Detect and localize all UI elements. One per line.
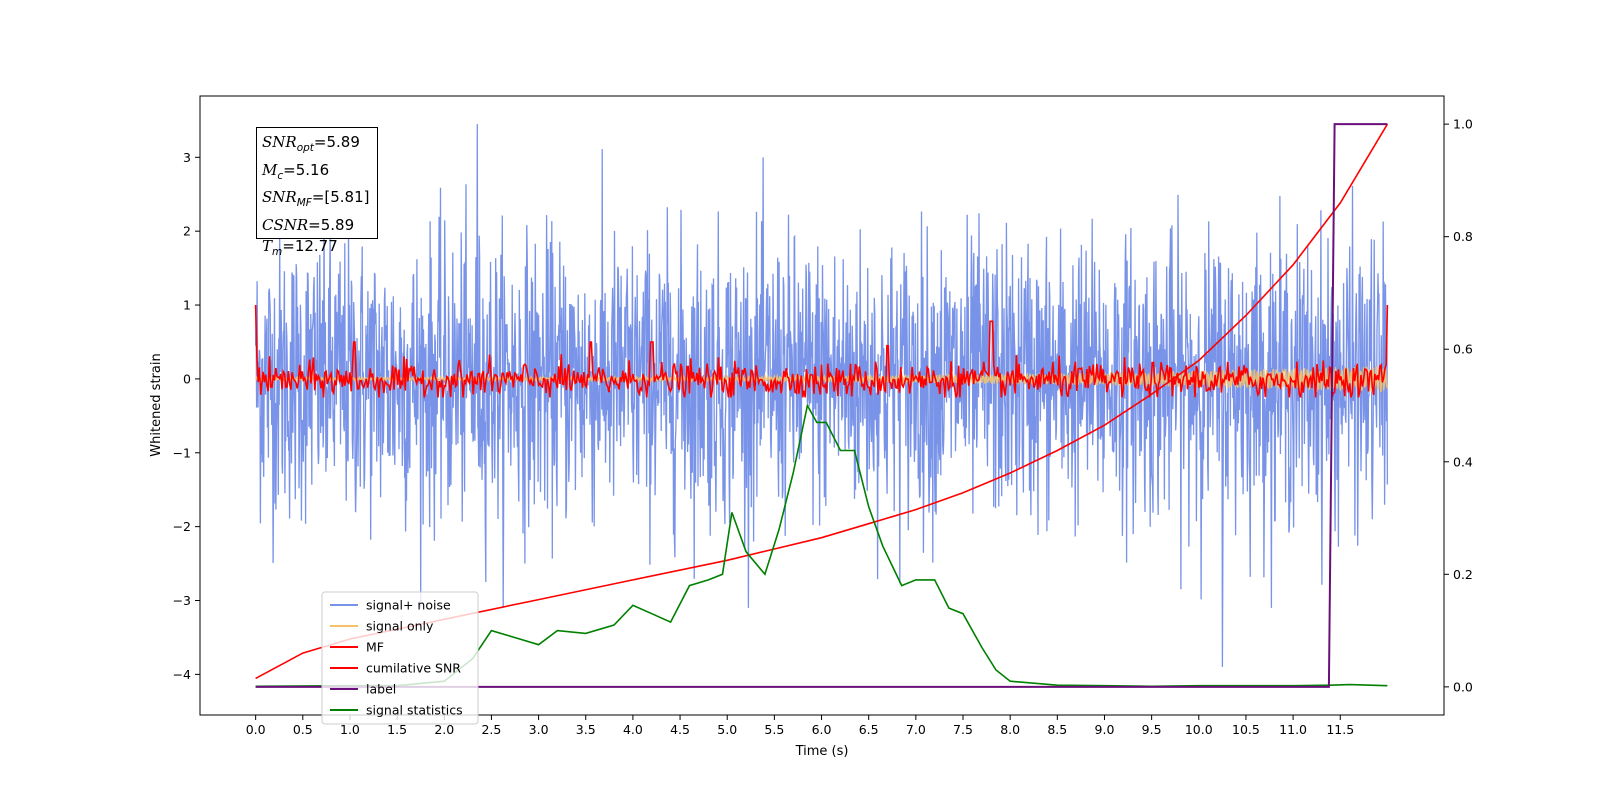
y2-tick-label: 1.0 [1453, 117, 1473, 132]
series-signal-noise [254, 124, 1389, 668]
x-tick-label: 10.5 [1232, 722, 1260, 737]
legend-box [321, 591, 479, 725]
series-signal-statistics [255, 403, 1388, 688]
y2-tick-label: 0.0 [1453, 679, 1473, 694]
y-tick-label: 0 [183, 371, 191, 386]
y-tick-label: −4 [173, 667, 191, 682]
snr-mf-value: [5.81] [324, 188, 370, 206]
snr-opt-line: SNRopt=5.89 [262, 133, 360, 154]
series-label [255, 123, 1388, 688]
legend-label: signal+ noise [366, 598, 451, 613]
y2-tick-label: 0.6 [1453, 342, 1473, 357]
x-tick-label: 2.0 [434, 722, 454, 737]
tm-value: 12.77 [294, 237, 338, 255]
x-ticks: 0.0 0.5 1.0 1.5 2.0 2.5 3.0 3.5 4.0 4.5 5.0 5.5 6.0 6… [246, 715, 1354, 737]
y-tick-label: 1 [183, 298, 191, 313]
x-tick-label: 6.5 [859, 722, 879, 737]
legend-label: signal only [366, 619, 434, 634]
x-tick-label: 5.5 [764, 722, 784, 737]
y2-tick-label: 0.4 [1453, 454, 1473, 469]
x-tick-label: 1.0 [340, 722, 360, 737]
csnr-line: CSNR=5.89 [262, 215, 355, 234]
x-tick-label: 3.0 [529, 722, 549, 737]
snr-opt-value: 5.89 [326, 133, 360, 151]
x-tick-label: 7.5 [953, 722, 973, 737]
x-tick-label: 0.5 [293, 722, 313, 737]
x-tick-label: 2.5 [481, 722, 501, 737]
y-tick-label: 3 [183, 150, 191, 165]
y-tick-label: −2 [173, 519, 191, 534]
x-tick-label: 3.5 [576, 722, 596, 737]
x-tick-label: 11.0 [1279, 722, 1307, 737]
y2-tick-label: 0.8 [1453, 229, 1473, 244]
legend-label: cumilative SNR [366, 661, 461, 676]
series-mf [254, 304, 1389, 398]
y2-tick-label: 0.2 [1453, 567, 1473, 582]
legend: signal+ noise signal only MF cumilative SNR… [321, 591, 479, 725]
x-tick-label: 8.5 [1047, 722, 1067, 737]
snr-mf-line: SNRMF=[5.81] [262, 188, 370, 209]
y-ticks: 3 2 1 0 −1 −2 −3 −4 [173, 150, 200, 682]
x-tick-label: 6.0 [812, 722, 832, 737]
mc-line: Mc=5.16 [262, 160, 330, 182]
tm-line: Tm=12.77 [262, 237, 338, 258]
x-tick-label: 4.0 [623, 722, 643, 737]
legend-label: MF [366, 640, 384, 655]
y-axis-label: Whitened strain [149, 353, 164, 456]
y-tick-label: −3 [173, 593, 191, 608]
annotation-box: SNRopt=5.89 Mc=5.16 SNRMF=[5.81] CSNR=5.… [256, 127, 378, 258]
legend-label: signal statistics [366, 703, 463, 718]
x-tick-label: 0.0 [246, 722, 266, 737]
x-tick-label: 1.5 [387, 722, 407, 737]
x-tick-label: 9.5 [1142, 722, 1162, 737]
x-tick-label: 11.5 [1326, 722, 1354, 737]
legend-label: label [366, 682, 396, 697]
y-tick-label: −1 [173, 445, 191, 460]
x-tick-label: 8.0 [1000, 722, 1020, 737]
csnr-value: 5.89 [320, 215, 355, 234]
x-tick-label: 9.0 [1095, 722, 1115, 737]
x-tick-label: 5.0 [717, 722, 737, 737]
x-tick-label: 7.0 [906, 722, 926, 737]
mc-value: 5.16 [295, 160, 330, 179]
x-tick-label: 10.0 [1185, 722, 1213, 737]
y2-ticks: 1.0 0.8 0.6 0.4 0.2 0.0 [1444, 117, 1473, 694]
x-tick-label: 4.5 [670, 722, 690, 737]
y-tick-label: 2 [183, 224, 191, 239]
x-axis-label: Time (s) [795, 744, 849, 759]
